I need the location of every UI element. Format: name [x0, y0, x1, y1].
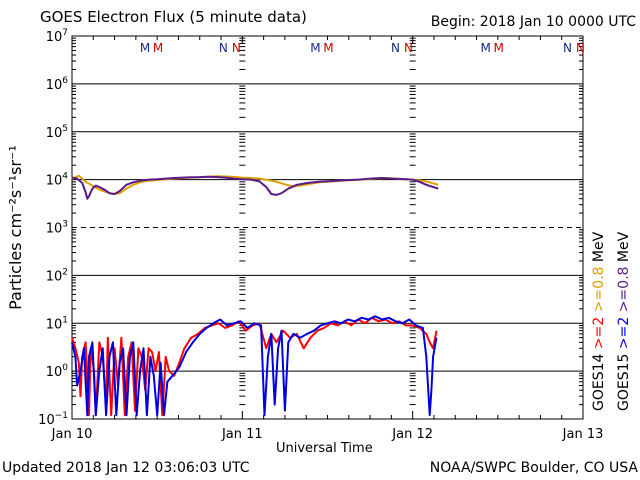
legend-part: >=0.8 [616, 267, 632, 317]
legend-goes15: GOES15 >=2 >=0.8 MeV [616, 231, 632, 411]
x-tick-label: Jan 11 [221, 427, 263, 442]
y-axis-label: Particles cm⁻²s⁻¹sr⁻¹ [6, 145, 25, 310]
updated-timestamp: Updated 2018 Jan 12 03:06:03 UTC [2, 460, 250, 476]
marker-n-label: N [404, 41, 413, 55]
marker-m-label: M [323, 41, 333, 55]
x-axis-label: Universal Time [276, 441, 373, 456]
marker-n-label: N [391, 41, 400, 55]
y-tick-label: 106 [46, 76, 69, 93]
chart-title: GOES Electron Flux (5 minute data) [40, 8, 307, 26]
legend-part: GOES15 [616, 354, 632, 411]
legend-goes14: GOES14 >=2 >=0.8 MeV [591, 231, 607, 411]
y-tick-label: 10−1 [38, 411, 68, 428]
legend-part: >=2 [616, 317, 632, 354]
marker-n-label: N [576, 41, 585, 55]
legend-part: >=0.8 [591, 267, 607, 317]
begin-time-label: Begin: 2018 Jan 10 0000 UTC [430, 14, 636, 30]
series-line [71, 315, 438, 417]
marker-m-label: M [481, 41, 491, 55]
legend-part: MeV [591, 231, 607, 266]
y-tick-label: 100 [46, 363, 69, 380]
y-tick-label: 102 [46, 267, 68, 284]
y-tick-label: 103 [46, 220, 68, 237]
marker-m-label: M [494, 41, 504, 55]
legend-part: GOES14 [591, 353, 607, 411]
legend-part: >=2 [591, 317, 607, 354]
marker-m-label: M [140, 41, 150, 55]
credit-label: NOAA/SWPC Boulder, CO USA [429, 460, 638, 476]
x-tick-label: Jan 13 [562, 427, 604, 442]
marker-n-label: N [232, 41, 241, 55]
y-tick-label: 107 [46, 28, 68, 45]
x-tick-label: Jan 12 [391, 427, 433, 442]
x-tick-label: Jan 10 [51, 427, 93, 442]
marker-n-label: N [563, 41, 572, 55]
y-tick-label: 105 [46, 124, 68, 141]
marker-m-label: M [310, 41, 320, 55]
marker-n-label: N [219, 41, 228, 55]
y-tick-label: 104 [46, 172, 69, 189]
y-tick-label: 101 [46, 315, 68, 332]
series-line [71, 175, 439, 200]
marker-m-label: M [153, 41, 163, 55]
legend-part: MeV [616, 231, 632, 266]
